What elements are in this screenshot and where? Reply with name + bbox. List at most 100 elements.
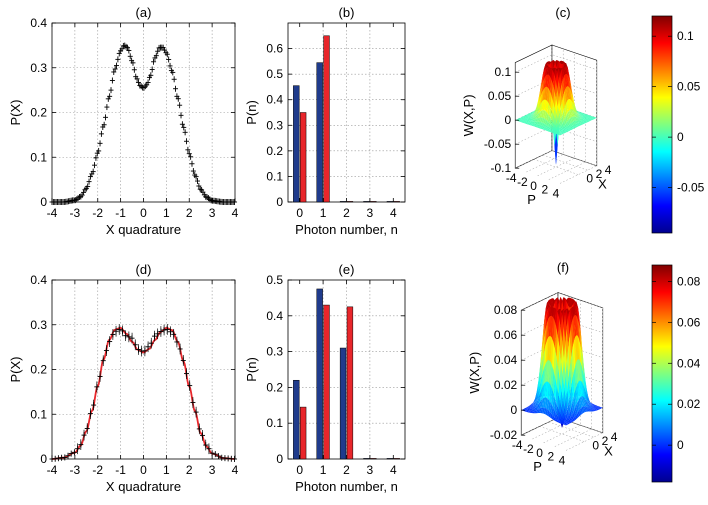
surface-patch [529,116,533,118]
surface-patch [523,408,527,410]
surface-patch [521,119,524,121]
surface-patch [545,318,549,346]
surface-patch [531,403,535,409]
y-tick-label: 0 [40,195,47,209]
surface-patch [547,103,551,116]
p-axis-label: P [527,192,536,207]
surface-patch [554,413,558,419]
surface-patch [551,390,554,407]
surface-patch [524,116,528,118]
surface-patch [550,315,554,338]
surface-patch [584,120,588,122]
data-point [71,449,77,456]
surface-patch [564,87,568,103]
data-point [179,121,185,128]
surface-patch [583,385,587,401]
surface-patch [571,122,574,126]
surface-patch [528,117,532,119]
surface-patch [525,408,529,410]
surface-patch [540,353,544,382]
surface-patch [538,400,542,410]
surface-patch [546,61,550,65]
surface-patch [560,101,564,116]
y-tick-label: 0.4 [30,16,47,30]
surface-patch [529,116,533,119]
surface-patch [528,123,531,125]
surface-patch [550,413,553,419]
surface-patch [561,422,565,425]
p-tick-label: -4 [512,438,523,452]
surface-patch [566,67,570,81]
surface-patch [564,413,568,420]
surface-patch [569,326,573,358]
x-tick-label: 4 [390,463,397,477]
surface-patch [555,60,559,68]
surface-patch [568,76,572,92]
surface-patch [516,118,520,121]
surface-patch [577,111,581,113]
surface-patch [568,99,572,110]
data-point [55,455,61,462]
surface-patch [552,123,556,128]
surface-patch [546,306,550,324]
surface-patch [583,373,587,394]
surface-patch [575,385,579,403]
surface-patch [554,418,558,422]
surface-patch [569,75,573,93]
surface-patch [593,409,597,411]
data-point [167,62,173,69]
surface-patch [546,126,550,129]
surface-patch [563,106,567,118]
surface-patch [538,83,542,101]
colorbar-tick-label: 0.05 [677,80,701,94]
surface-patch [563,417,567,421]
surface-patch [559,67,563,70]
surface-patch [545,127,549,130]
surface-patch [574,120,578,124]
surface-patch [573,124,577,127]
surface-patch [548,129,552,131]
p-tick-label: 4 [553,186,560,200]
x-tick-label: 3 [367,206,374,220]
x-tick-label: 2 [596,167,603,181]
surface-patch [530,113,534,116]
surface-patch [583,115,587,117]
surface-patch [569,88,573,103]
surface-patch [540,122,544,126]
surface-patch [541,319,545,353]
surface-patch [549,124,553,129]
x-axis-label: X quadrature [106,479,181,494]
surface-patch [529,122,533,125]
surface-patch [550,121,554,127]
surface-patch [555,114,558,124]
surface-patch [540,80,544,98]
surface-patch [584,119,587,121]
surface-patch [544,129,547,131]
surface-patch [561,376,565,401]
surface-patch [576,120,580,123]
surface-patch [553,417,557,421]
surface-patch [565,122,569,127]
surface-patch [541,68,545,84]
x-grid-line [539,426,585,442]
surface-patch [576,112,580,114]
surface-patch [548,61,551,65]
surface-patch [565,390,569,409]
data-point [164,324,170,335]
surface-patch [590,402,594,404]
surface-patch [523,115,526,117]
x-tick-label: 1 [320,206,327,220]
data-point [107,93,113,100]
surface-patch [556,89,559,107]
surface-patch [582,382,586,399]
y-tick-label: 0.3 [30,61,47,75]
p-tick-label: -4 [506,171,517,185]
surface-patch [578,114,581,118]
surface-patch [577,114,580,119]
surface-patch [539,363,543,389]
surface-patch [565,422,569,424]
surface-patch [567,110,571,120]
surface-patch [582,118,586,120]
data-point [62,454,68,461]
x-tick-label: 0 [586,172,593,186]
